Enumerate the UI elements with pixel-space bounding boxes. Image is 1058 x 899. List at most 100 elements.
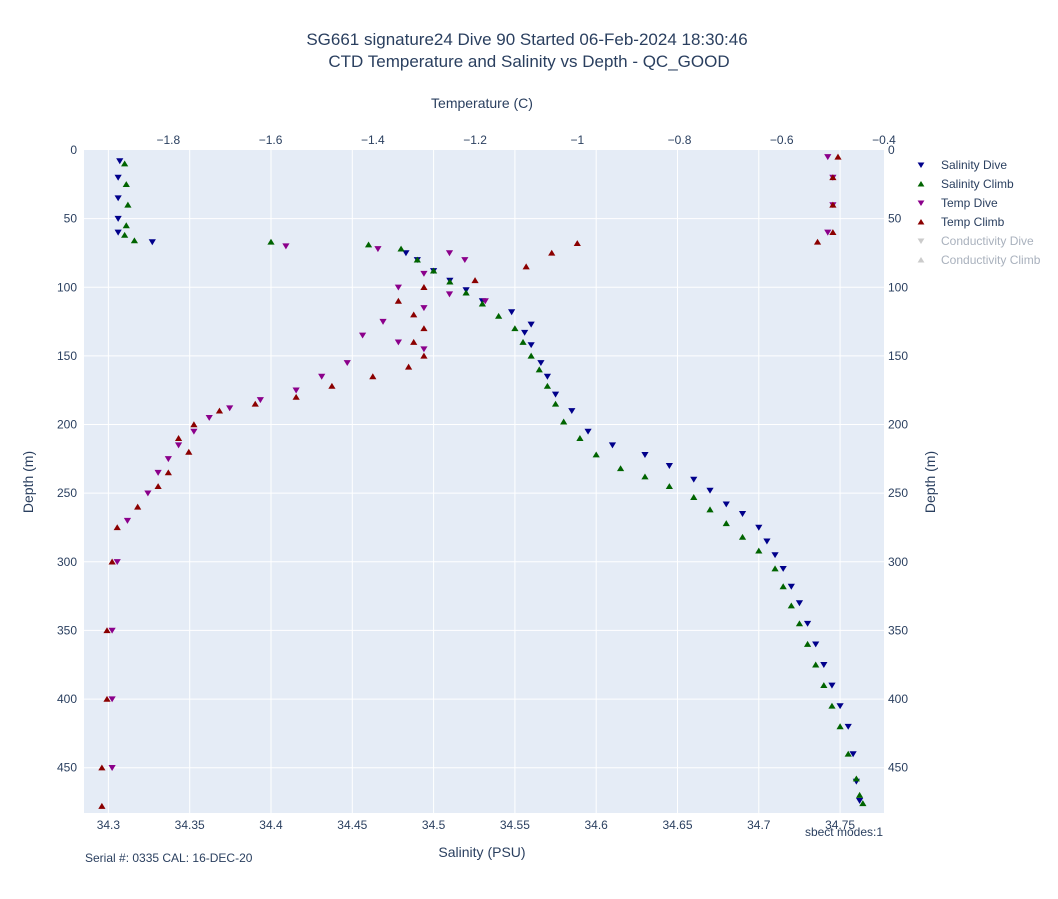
data-point: [402, 250, 410, 257]
data-point: [358, 332, 367, 339]
legend-label: Salinity Climb: [941, 177, 1014, 191]
data-point: [641, 473, 649, 480]
data-point: [795, 620, 804, 627]
temperature-tick-label: −1.2: [463, 133, 487, 147]
data-point: [420, 270, 428, 277]
data-point: [548, 249, 556, 256]
x-axis-top-title: Temperature (C): [431, 95, 533, 111]
legend-item[interactable]: Temp Dive: [917, 196, 998, 210]
legend-item[interactable]: Conductivity Climb: [917, 253, 1041, 267]
data-point: [397, 245, 405, 252]
temperature-tick-label: −1.4: [361, 133, 385, 147]
data-point: [148, 239, 156, 246]
data-point: [527, 321, 535, 328]
data-point: [573, 240, 581, 247]
data-point: [144, 490, 152, 497]
legend-item[interactable]: Conductivity Dive: [917, 234, 1034, 248]
data-point: [706, 487, 714, 494]
data-point: [820, 682, 828, 689]
data-point: [495, 312, 503, 319]
depth-tick-label-right: 450: [888, 761, 908, 775]
data-point: [616, 465, 625, 472]
data-point: [856, 791, 864, 798]
data-point: [445, 250, 454, 257]
plot-area: [84, 150, 884, 813]
data-point: [122, 222, 130, 229]
data-point: [114, 215, 122, 222]
data-point: [543, 382, 552, 389]
data-point: [535, 366, 543, 373]
temperature-tick-label: −0.6: [770, 133, 794, 147]
data-point: [690, 476, 698, 483]
data-point: [113, 524, 121, 531]
temperature-tick-label: −1.6: [259, 133, 283, 147]
depth-tick-label-left: 450: [57, 761, 77, 775]
depth-tick-label-left: 350: [57, 623, 77, 637]
legend-item[interactable]: Temp Climb: [917, 215, 1005, 229]
data-point: [829, 174, 837, 181]
data-point: [763, 538, 771, 545]
data-point: [190, 428, 198, 435]
data-point: [114, 174, 122, 181]
data-point: [828, 682, 836, 689]
data-point: [420, 284, 428, 290]
data-point: [787, 583, 795, 590]
data-point: [113, 559, 121, 566]
data-point: [154, 469, 162, 476]
data-point: [738, 533, 747, 540]
legend-label: Temp Climb: [941, 215, 1005, 229]
data-point: [522, 263, 530, 270]
data-point: [379, 318, 387, 325]
series-salinity-climb: [121, 160, 867, 807]
data-point: [795, 600, 804, 607]
data-point: [103, 695, 111, 702]
data-point: [130, 237, 139, 244]
data-point: [665, 463, 673, 469]
data-point: [859, 800, 867, 807]
series-temp-climb: [98, 153, 842, 809]
salinity-tick-label: 34.55: [500, 818, 530, 832]
data-point: [134, 503, 142, 510]
data-point: [124, 201, 132, 208]
data-point: [478, 300, 486, 307]
salinity-tick-label: 34.45: [337, 818, 367, 832]
series-temp-dive: [108, 154, 837, 771]
data-point: [608, 442, 617, 449]
data-point: [481, 298, 489, 305]
data-point: [829, 201, 837, 208]
data-point: [445, 291, 454, 298]
salinity-tick-label: 34.6: [585, 818, 609, 832]
salinity-tick-label: 34.75: [825, 818, 855, 832]
chart-title-line2: CTD Temperature and Salinity vs Depth - …: [328, 52, 729, 71]
salinity-tick-label: 34.35: [175, 818, 205, 832]
data-point: [519, 338, 527, 345]
data-point: [779, 565, 787, 572]
data-point: [108, 627, 116, 634]
legend[interactable]: Salinity Dive Salinity Climb Temp Dive Temp…: [917, 158, 1041, 267]
data-point: [461, 257, 469, 264]
data-point: [405, 363, 413, 370]
legend-item[interactable]: Salinity Dive: [917, 158, 1008, 172]
data-point: [446, 278, 454, 285]
temperature-tick-label: −1.8: [156, 133, 180, 147]
data-point: [190, 421, 198, 428]
data-point: [116, 158, 124, 165]
depth-tick-label-right: 350: [888, 623, 908, 637]
data-point: [420, 346, 428, 353]
data-point: [410, 338, 418, 345]
data-point: [292, 393, 300, 400]
depth-tick-label-right: 100: [888, 280, 908, 294]
data-point: [592, 451, 600, 458]
data-point: [121, 160, 129, 167]
legend-item[interactable]: Salinity Climb: [917, 177, 1014, 191]
data-point: [369, 373, 377, 380]
data-point: [292, 387, 300, 394]
data-point: [665, 483, 673, 490]
data-point: [462, 289, 470, 296]
depth-tick-label-left: 200: [57, 418, 77, 432]
legend-label: Conductivity Climb: [941, 253, 1041, 267]
y-axis-right-title: Depth (m): [922, 451, 938, 513]
data-point: [527, 352, 535, 359]
data-point: [282, 243, 290, 250]
